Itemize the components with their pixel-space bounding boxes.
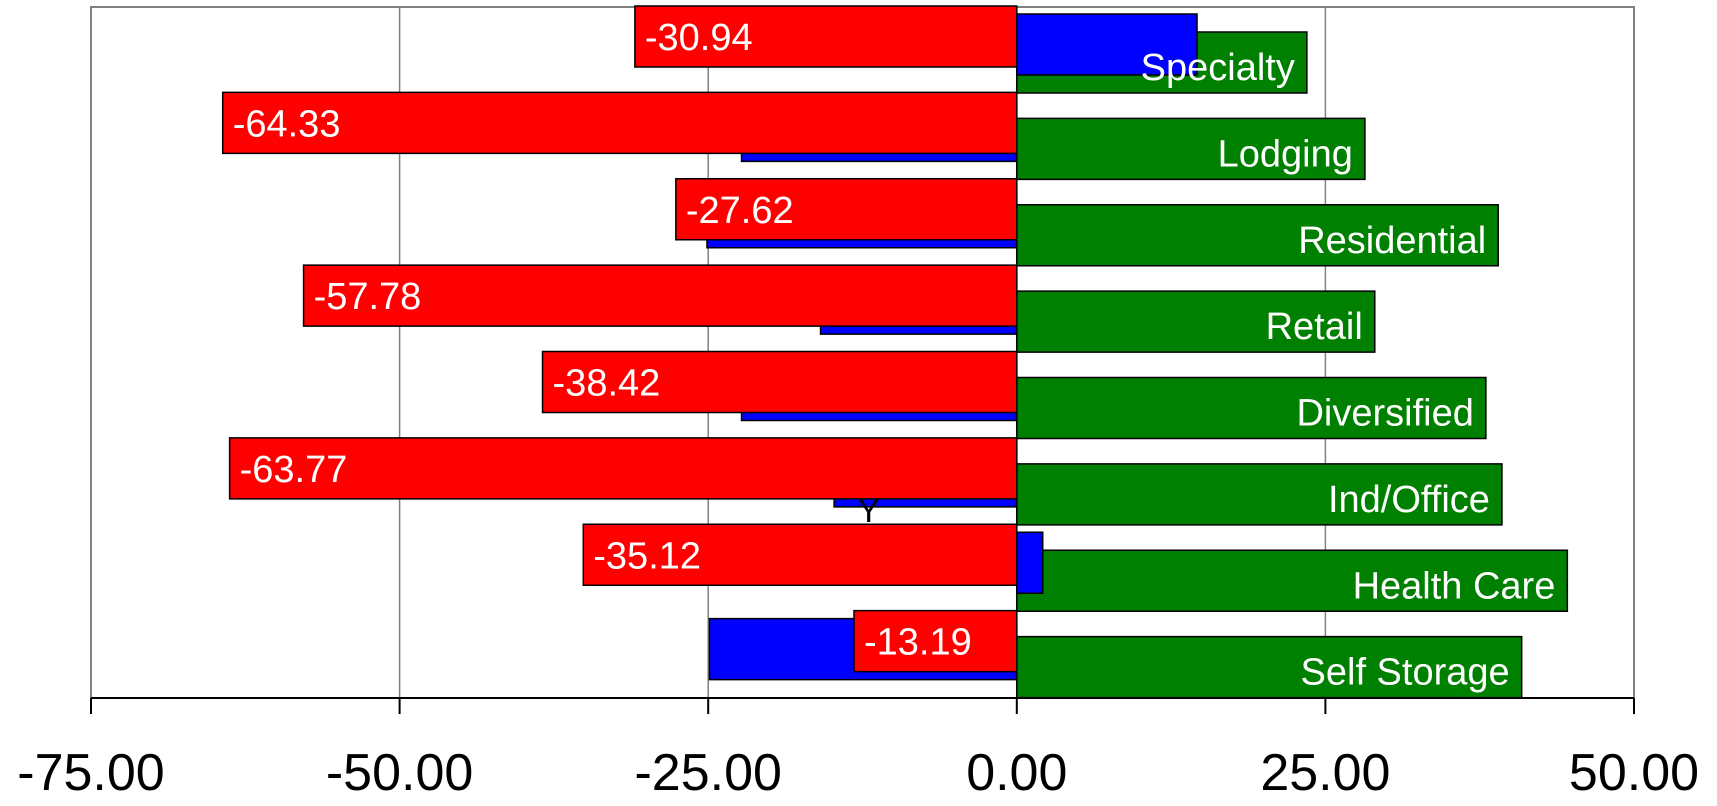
bar-blue-specialty: [1016, 13, 1198, 76]
bar-labels: Specialty Lodging Residential Retail Diversi…: [233, 17, 1556, 694]
category-label: Diversified: [1296, 393, 1473, 435]
bar-blue-health-care: [1016, 531, 1044, 594]
category-label: Residential: [1298, 220, 1486, 262]
x-tick-label: 0.00: [966, 744, 1067, 802]
red-value-label: -27.62: [686, 190, 794, 232]
bar-red-ind-office: [228, 437, 1018, 500]
category-label: Ind/Office: [1328, 479, 1490, 521]
bar-red-self-storage: [853, 609, 1018, 673]
x-tick-label: 50.00: [1569, 744, 1699, 802]
bar-red-diversified: [541, 350, 1018, 414]
bar-red-lodging: [221, 91, 1018, 155]
x-tick-label: 25.00: [1260, 744, 1390, 802]
x-tick-label: -50.00: [326, 744, 473, 802]
bar-green-health-care: [1016, 549, 1569, 612]
bar-red-retail: [302, 264, 1018, 327]
red-value-label: -57.78: [314, 276, 422, 318]
bar-green-ind-office: [1016, 463, 1503, 526]
category-label: Health Care: [1353, 565, 1556, 607]
bar-red-specialty: [634, 5, 1018, 68]
category-label: Self Storage: [1301, 652, 1510, 694]
red-value-label: -64.33: [233, 103, 341, 145]
red-value-label: -38.42: [553, 363, 661, 405]
bar-green-self-storage: [1016, 635, 1523, 699]
category-label: Retail: [1266, 306, 1363, 348]
x-tick-label: -25.00: [634, 744, 781, 802]
bar-green-lodging: [1016, 117, 1366, 181]
annotation-y: Y: [857, 492, 880, 530]
red-value-label: -13.19: [864, 622, 972, 664]
bar-red-residential: [675, 178, 1018, 241]
category-label: Lodging: [1218, 133, 1353, 175]
red-value-label: -30.94: [645, 17, 753, 59]
x-tick-label: -75.00: [17, 744, 164, 802]
red-value-label: -63.77: [240, 449, 348, 491]
bars: [221, 5, 1569, 699]
red-value-label: -35.12: [593, 535, 701, 577]
category-label: Specialty: [1141, 47, 1295, 89]
bar-red-health-care: [582, 523, 1018, 586]
x-axis-ticks: -75.00 -50.00 -25.00 0.00 25.00 50.00: [17, 698, 1699, 802]
